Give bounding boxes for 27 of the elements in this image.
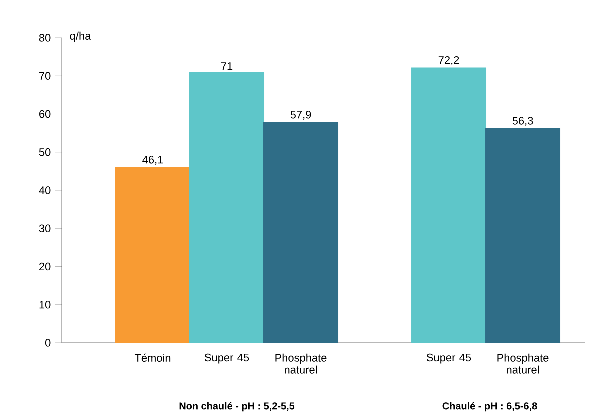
- y-tick-label: 40: [39, 186, 51, 194]
- y-tick-label: 70: [40, 72, 51, 80]
- y-tick-label: 80: [39, 34, 51, 42]
- bar: [412, 68, 487, 343]
- bar: [190, 72, 265, 343]
- y-tick-label: 0: [45, 339, 51, 347]
- data-label: 71: [221, 62, 233, 70]
- data-label: 57,9: [290, 111, 312, 120]
- text: Non chaulé - pH : 5,2-5,5: [180, 402, 295, 412]
- x-tick-label: Phosphate naturel: [498, 354, 549, 374]
- data-label: 72,2: [438, 56, 460, 66]
- y-tick-label: 10: [40, 301, 51, 309]
- x-tick-label: Témoin: [134, 354, 171, 362]
- y-tick-label: 20: [40, 262, 51, 271]
- y-tick-label: 50: [39, 148, 51, 156]
- data-label: 46,1: [142, 156, 164, 166]
- bar: [264, 122, 339, 343]
- bar: [116, 167, 191, 343]
- text: Chaulé - pH : 6,5-6,8: [442, 402, 538, 412]
- y-tick-label: 60: [40, 110, 51, 118]
- x-tick-label: Super 45: [204, 354, 250, 364]
- bar: [486, 128, 561, 343]
- y-tick-label: 30: [39, 224, 51, 233]
- data-label: 56,3: [512, 117, 534, 126]
- x-tick-label: Phosphate naturel: [276, 354, 327, 374]
- y-axis-title: q/ha: [70, 32, 92, 42]
- x-tick-label: Super 45: [426, 354, 472, 364]
